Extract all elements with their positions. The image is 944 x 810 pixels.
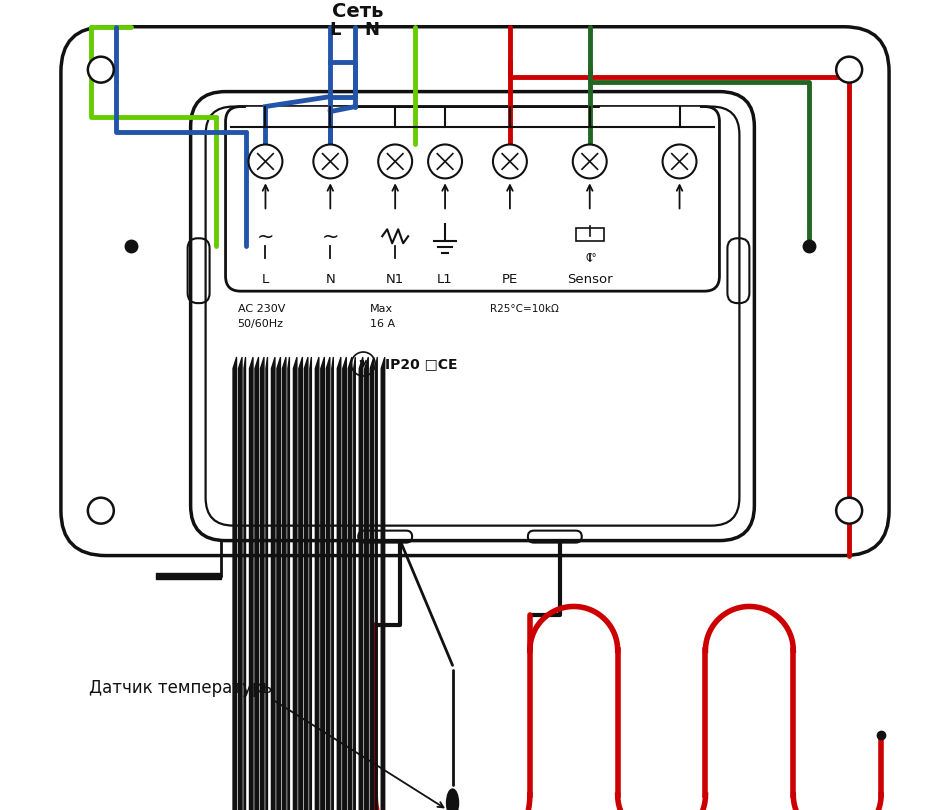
Text: ~: ~ [257, 226, 274, 246]
Circle shape [835, 57, 861, 83]
Circle shape [835, 497, 861, 523]
Circle shape [313, 144, 346, 178]
Circle shape [493, 144, 527, 178]
Circle shape [88, 57, 113, 83]
Circle shape [88, 497, 113, 523]
Text: AC 230V: AC 230V [237, 304, 284, 314]
Text: N: N [325, 273, 335, 286]
Text: Датчик температуры: Датчик температуры [89, 680, 275, 697]
Circle shape [428, 144, 462, 178]
Text: Сеть: Сеть [331, 2, 382, 21]
Circle shape [248, 144, 282, 178]
Text: C°: C° [585, 254, 597, 263]
Text: L1: L1 [437, 273, 452, 286]
Ellipse shape [447, 789, 458, 810]
Circle shape [662, 144, 696, 178]
Text: PE: PE [501, 273, 517, 286]
Text: N: N [364, 21, 379, 39]
Text: L: L [329, 21, 341, 39]
Text: N1: N1 [386, 273, 404, 286]
Text: Max: Max [370, 304, 393, 314]
Text: IP20 □CE: IP20 □CE [385, 357, 457, 371]
Text: Sensor: Sensor [566, 273, 612, 286]
Text: L: L [261, 273, 269, 286]
Bar [575, 228, 603, 241]
Text: 16 A: 16 A [370, 319, 395, 329]
Circle shape [572, 144, 606, 178]
Text: R25°C=10kΩ: R25°C=10kΩ [489, 304, 558, 314]
Text: ~: ~ [321, 226, 339, 246]
Text: 50/60Hz: 50/60Hz [237, 319, 283, 329]
Circle shape [378, 144, 412, 178]
